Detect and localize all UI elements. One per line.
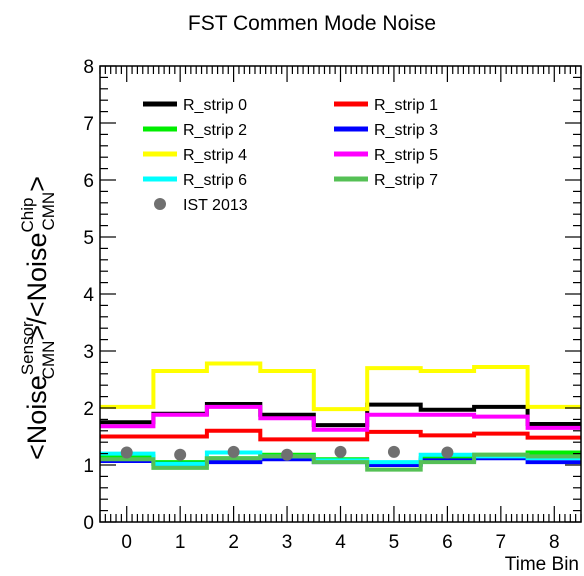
y-tick-label: 8 [83, 57, 94, 78]
legend-label-8: IST 2013 [183, 197, 248, 214]
x-tick-label: 7 [496, 532, 507, 553]
y-tick-label: 7 [83, 114, 94, 135]
series-1-line [100, 428, 581, 442]
chart-title: FST Commen Mode Noise [188, 12, 436, 35]
legend-label-7: R_strip 7 [374, 172, 438, 189]
x-tick-label: 4 [335, 532, 346, 553]
series-8-point [334, 445, 347, 458]
series-8-point [281, 448, 294, 461]
series-8-point [120, 446, 133, 459]
series-4-line [100, 361, 581, 412]
series-8-point [227, 445, 240, 458]
x-tick-label: 1 [175, 532, 186, 553]
y-axis-label-sup1: Sensor [18, 321, 37, 375]
legend-label-6: R_strip 6 [183, 172, 247, 189]
y-axis-label-suffix: > [22, 176, 52, 192]
series-8-point [174, 448, 187, 461]
legend: R_strip 0 R_strip 1 R_strip 2 R_strip 3 R_st… [143, 97, 438, 214]
legend-label-1: R_strip 1 [374, 97, 438, 114]
y-axis-label-prefix: <Noise [22, 375, 52, 460]
y-axis-label-sup2: Chip [18, 198, 37, 233]
x-axis-label: Time Bin [505, 554, 579, 575]
x-tick-label: 6 [442, 532, 453, 553]
y-axis-label-middle: >/<Noise [22, 233, 52, 341]
y-axis-label: <NoiseSensor CMN>/<NoiseChip CMN> [18, 176, 58, 460]
x-tick-label: 3 [282, 532, 293, 553]
legend-label-3: R_strip 3 [374, 122, 438, 139]
legend-label-2: R_strip 2 [183, 122, 247, 139]
legend-label-4: R_strip 4 [183, 147, 247, 164]
y-tick-label: 4 [83, 285, 94, 306]
series-7-line [100, 452, 581, 472]
series-8-point [441, 446, 454, 459]
plot-area: 0 1 2 3 4 5 6 7 8 0 1 2 3 4 5 6 7 8 [83, 57, 582, 553]
x-tick-label: 8 [549, 532, 560, 553]
y-tick-label: 6 [83, 171, 94, 192]
y-tick-label: 3 [83, 342, 94, 363]
y-tick-label: 1 [83, 456, 94, 477]
y-axis-label-sub2: CMN [39, 192, 58, 231]
series-8-point [387, 445, 400, 458]
legend-label-5: R_strip 5 [374, 147, 438, 164]
x-tick-label: 2 [228, 532, 239, 553]
x-tick-label: 0 [121, 532, 132, 553]
y-axis-label-sub1: CMN [39, 341, 58, 380]
y-tick-label: 0 [83, 513, 94, 534]
x-tick-label: 5 [389, 532, 400, 553]
y-tick-label: 2 [83, 399, 94, 420]
legend-label-0: R_strip 0 [183, 97, 247, 114]
legend-marker-8 [154, 198, 166, 210]
y-tick-label: 5 [83, 228, 94, 249]
series-5-line [100, 404, 581, 432]
